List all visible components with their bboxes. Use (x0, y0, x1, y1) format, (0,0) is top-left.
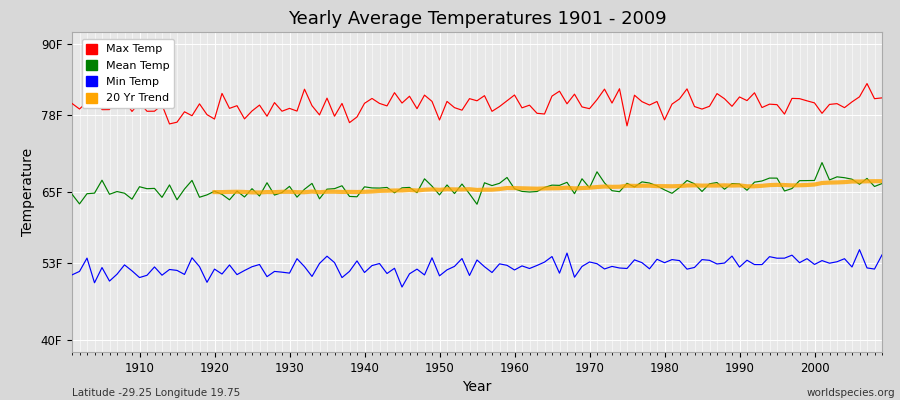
Text: Latitude -29.25 Longitude 19.75: Latitude -29.25 Longitude 19.75 (72, 388, 240, 398)
Legend: Max Temp, Mean Temp, Min Temp, 20 Yr Trend: Max Temp, Mean Temp, Min Temp, 20 Yr Tre… (82, 39, 174, 108)
Y-axis label: Temperature: Temperature (22, 148, 35, 236)
X-axis label: Year: Year (463, 380, 491, 394)
Text: worldspecies.org: worldspecies.org (807, 388, 896, 398)
Title: Yearly Average Temperatures 1901 - 2009: Yearly Average Temperatures 1901 - 2009 (288, 10, 666, 28)
